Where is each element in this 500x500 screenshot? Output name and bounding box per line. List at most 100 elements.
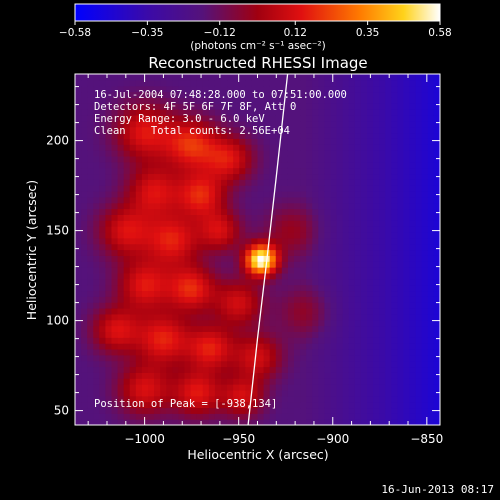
heatmap-cell [367, 231, 374, 239]
heatmap-cell [427, 138, 435, 145]
heatmap-cell [269, 384, 277, 391]
heatmap-cell [287, 319, 295, 327]
heatmap-cell [263, 413, 271, 420]
heatmap-cell [433, 313, 440, 321]
heatmap-cell [312, 360, 319, 368]
heatmap-cell [160, 261, 167, 268]
heatmap-cell [166, 401, 173, 409]
heatmap-cell [93, 261, 100, 268]
heatmap-cell [148, 302, 155, 309]
heatmap-cell [318, 331, 326, 338]
heatmap-cell [397, 167, 405, 175]
heatmap-cell [324, 319, 332, 327]
heatmap-cell [427, 79, 435, 87]
heatmap-cell [300, 296, 307, 303]
heatmap-cell [336, 74, 344, 81]
heatmap-cell [433, 419, 440, 425]
heatmap-cell [221, 103, 228, 110]
heatmap-cell [166, 360, 173, 368]
heatmap-cell [160, 290, 167, 297]
heatmap-cell [360, 185, 368, 192]
heatmap-cell [135, 138, 143, 145]
heatmap-cell [135, 384, 143, 391]
heatmap-cell [227, 413, 234, 420]
heatmap-cell [324, 208, 332, 215]
heatmap-cell [93, 214, 100, 221]
heatmap-cell [257, 132, 265, 139]
heatmap-cell [318, 272, 326, 280]
heatmap-cell [300, 267, 307, 274]
heatmap-cell [75, 79, 82, 87]
heatmap-cell [287, 208, 295, 215]
heatmap-cell [391, 114, 399, 122]
heatmap-cell [300, 249, 307, 256]
heatmap-cell [336, 308, 344, 315]
heatmap-cell [354, 185, 362, 192]
heatmap-cell [154, 208, 161, 215]
heatmap-cell [354, 231, 362, 239]
heatmap-cell [379, 331, 386, 338]
heatmap-cell [318, 191, 326, 198]
heatmap-cell [379, 389, 386, 397]
heatmap-cell [330, 85, 338, 93]
heatmap-cell [75, 144, 82, 151]
heatmap-cell [421, 348, 429, 356]
heatmap-cell [172, 132, 180, 139]
heatmap-cell [184, 185, 192, 192]
heatmap-cell [373, 179, 380, 186]
heatmap-cell [190, 237, 198, 245]
heatmap-cell [360, 191, 368, 198]
heatmap-cell [318, 366, 326, 373]
heatmap-cell [318, 208, 326, 215]
heatmap-cell [81, 337, 88, 344]
heatmap-cell [190, 302, 198, 309]
heatmap-cell [239, 208, 246, 215]
heatmap-cell [111, 389, 119, 397]
heatmap-cell [287, 296, 295, 303]
heatmap-cell [397, 97, 405, 104]
heatmap-cell [202, 126, 210, 134]
heatmap-cell [294, 167, 301, 175]
heatmap-cell [154, 319, 161, 327]
heatmap-cell [360, 161, 368, 169]
heatmap-cell [239, 348, 246, 356]
heatmap-cell [129, 120, 137, 128]
heatmap-cell [342, 343, 350, 350]
heatmap-cell [148, 401, 155, 409]
heatmap-cell [196, 220, 204, 227]
heatmap-cell [373, 103, 380, 110]
heatmap-cell [391, 413, 399, 420]
heatmap-cell [154, 109, 161, 116]
heatmap-cell [221, 138, 228, 145]
heatmap-cell [257, 261, 265, 268]
heatmap-cell [111, 144, 119, 151]
y-tick-label: 200 [46, 134, 69, 148]
heatmap-cell [251, 249, 259, 256]
heatmap-cell [202, 419, 210, 425]
heatmap-cell [117, 302, 125, 309]
heatmap-cell [330, 132, 338, 139]
heatmap-cell [342, 296, 350, 303]
heatmap-cell [87, 185, 94, 192]
heatmap-cell [324, 395, 332, 403]
heatmap-cell [214, 401, 222, 409]
heatmap-cell [214, 167, 222, 175]
heatmap-cell [239, 74, 246, 81]
heatmap-cell [360, 413, 368, 420]
heatmap-cell [263, 208, 271, 215]
heatmap-cell [129, 237, 137, 245]
heatmap-cell [202, 331, 210, 338]
heatmap-cell [202, 296, 210, 303]
heatmap-cell [75, 272, 82, 280]
heatmap-cell [385, 290, 392, 297]
heatmap-cell [354, 272, 362, 280]
heatmap-cell [111, 179, 119, 186]
heatmap-cell [111, 278, 119, 286]
heatmap-cell [275, 407, 283, 414]
heatmap-cell [148, 191, 155, 198]
heatmap-cell [190, 389, 198, 397]
heatmap-cell [385, 202, 392, 210]
heatmap-cell [221, 384, 228, 391]
heatmap-cell [75, 290, 82, 297]
heatmap-cell [312, 384, 319, 391]
